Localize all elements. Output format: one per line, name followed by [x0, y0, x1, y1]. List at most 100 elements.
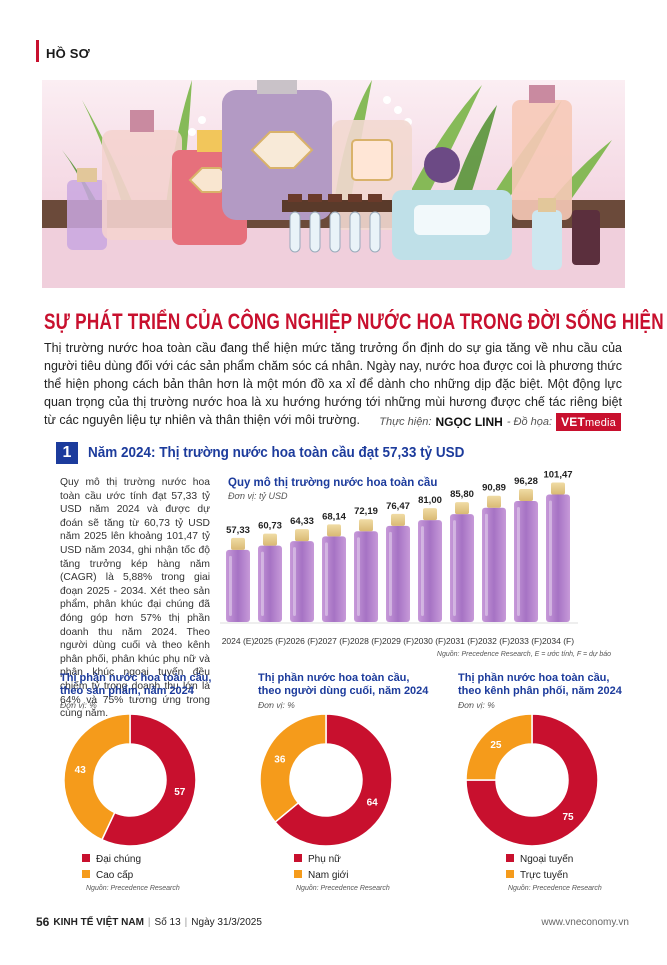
- donut-product-unit: Đơn vị: %: [60, 700, 97, 710]
- legend-item-dai-chung: Đại chúng: [82, 852, 141, 868]
- footer-separator: |: [147, 916, 151, 928]
- bar-bottle: [226, 549, 250, 622]
- bar-chart-unit: Đơn vị: tỷ USD: [228, 491, 288, 501]
- donut-slice: [465, 713, 533, 781]
- bar-bottle-cork: [263, 533, 277, 546]
- bar-bottle: [450, 514, 474, 622]
- legend-item-cao-cap: Cao cấp: [82, 868, 141, 884]
- vetmedia-logo-sub: media: [585, 417, 616, 429]
- section-body-text: Quy mô thị trường nước hoa toàn cầu ước …: [60, 477, 210, 720]
- legend-swatch-red: [294, 854, 302, 863]
- bar-bottle: [386, 525, 410, 622]
- donut-product-legend: Đại chúng Cao cấp: [82, 852, 141, 884]
- bar-category-label: 2031 (F): [446, 636, 478, 646]
- legend-label: Đại chúng: [96, 854, 142, 865]
- bar-bottle-cork: [455, 502, 469, 515]
- section-tag: HỒ SƠ: [46, 46, 90, 61]
- bar-bottle: [546, 494, 570, 622]
- bar-category-label: 2025 (F): [254, 636, 286, 646]
- donut-slice-label: 64: [367, 798, 379, 809]
- legend-label: Trực tuyến: [520, 870, 569, 881]
- vetmedia-logo: VETmedia: [556, 413, 621, 431]
- bar-bottle-cork: [327, 524, 341, 537]
- bar-bottle-shine: [421, 526, 424, 616]
- legend-swatch-red: [82, 854, 90, 863]
- bar-chart: 57,33 2024 (E) 60,73 2025 (F) 64,33 2026 (F) 6…: [220, 469, 578, 646]
- bar-value-label: 96,28: [514, 476, 538, 487]
- bar-value-label: 81,00: [418, 495, 442, 506]
- legend-swatch-orange: [506, 870, 514, 879]
- bar-value-label: 72,19: [354, 506, 378, 517]
- bar-bottle-cork: [295, 529, 309, 542]
- bar-bottle-shine: [389, 531, 392, 616]
- legend-item-phu-nu: Phụ nữ: [294, 852, 348, 868]
- bar-category-label: 2024 (E): [222, 636, 255, 646]
- bar-value-label: 64,33: [290, 516, 314, 527]
- legend-label: Ngoại tuyến: [520, 854, 574, 865]
- donut-slice-label: 43: [75, 765, 87, 776]
- footer-separator: |: [184, 916, 188, 928]
- issue-date: Ngày 31/3/2025: [191, 916, 262, 928]
- bar-bottle: [290, 541, 314, 622]
- legend-item-nam-gioi: Nam giới: [294, 868, 348, 884]
- donut-slice: [100, 713, 197, 847]
- bar-bottle-shine: [357, 537, 360, 616]
- bar-bottle-shine: [517, 506, 520, 616]
- legend-label: Phụ nữ: [308, 854, 341, 865]
- donut-chart-enduser: 64 36: [259, 713, 393, 847]
- legend-swatch-orange: [82, 870, 90, 879]
- donut-enduser-source: Nguồn: Precedence Research: [296, 885, 390, 892]
- section-tag-bar: [36, 40, 39, 62]
- bar-category-label: 2033 (F): [510, 636, 542, 646]
- bar-bottle-cork: [391, 513, 405, 526]
- donut-slice: [274, 713, 393, 847]
- vetmedia-logo-main: VET: [561, 415, 586, 429]
- bar-bottle-cork: [423, 508, 437, 521]
- bar-category-label: 2028 (F): [350, 636, 382, 646]
- bar-bottle: [514, 500, 538, 622]
- bar-bottle-cork: [487, 495, 501, 508]
- bar-bottle-cork: [551, 482, 565, 495]
- legend-swatch-orange: [294, 870, 302, 879]
- bar-bottle: [482, 507, 506, 622]
- donut-slice-label: 75: [562, 812, 574, 823]
- donut-enduser-unit: Đơn vị: %: [258, 700, 295, 710]
- credit-line: Thực hiện: NGỌC LINH - Đồ họa: VETmedia: [379, 413, 621, 431]
- donut-enduser-title-line1: Thị phần nước hoa toàn cầu,: [258, 672, 410, 684]
- bar-bottle-cork: [231, 537, 245, 550]
- hero-illustration: [42, 80, 625, 288]
- donut-slice-label: 57: [174, 787, 186, 798]
- bar-value-label: 60,73: [258, 521, 282, 532]
- bar-bottle-shine: [229, 555, 232, 616]
- credit-author: NGỌC LINH: [435, 415, 503, 429]
- legend-item-ngoai-tuyen: Ngoại tuyến: [506, 852, 573, 868]
- bar-category-label: 2030 (F): [414, 636, 446, 646]
- bar-value-label: 101,47: [543, 469, 572, 480]
- bar-category-label: 2027 (F): [318, 636, 350, 646]
- bar-category-label: 2026 (F): [286, 636, 318, 646]
- donut-slice-label: 25: [490, 740, 502, 751]
- donut-product-title-line2: theo sản phẩm, năm 2024: [60, 685, 194, 697]
- legend-label: Cao cấp: [96, 870, 134, 881]
- issue-number: Số 13: [154, 916, 181, 928]
- bar-bottle: [322, 536, 346, 622]
- intro-paragraph: Thị trường nước hoa toàn cầu đang thể hi…: [44, 341, 622, 427]
- donut-slice-label: 36: [274, 754, 286, 765]
- website-url: www.vneconomy.vn: [541, 917, 629, 928]
- bar-bottle-shine: [293, 547, 296, 616]
- donut-enduser-title: Thị phần nước hoa toàn cầu, theo người d…: [258, 672, 428, 698]
- page-number: 56: [36, 915, 50, 929]
- section-heading: Năm 2024: Thị trường nước hoa toàn cầu đ…: [88, 444, 465, 461]
- perfume-bottles-illustration: [42, 80, 625, 288]
- donut-channel-source: Nguồn: Precedence Research: [508, 885, 602, 892]
- donut-slice: [63, 713, 131, 841]
- bar-value-label: 68,14: [322, 511, 346, 522]
- donut-chart-product: 57 43: [63, 713, 197, 847]
- bar-value-label: 57,33: [226, 525, 250, 536]
- bar-bottle-shine: [453, 520, 456, 616]
- bar-chart-source-note: Nguồn: Precedence Research, E = ước tính…: [436, 651, 611, 658]
- bar-category-label: 2032 (F): [478, 636, 510, 646]
- donut-product-title: Thị phần nước hoa toàn cầu, theo sản phẩ…: [60, 672, 211, 698]
- bar-bottle-shine: [549, 500, 552, 616]
- bar-bottle-shine: [261, 551, 264, 616]
